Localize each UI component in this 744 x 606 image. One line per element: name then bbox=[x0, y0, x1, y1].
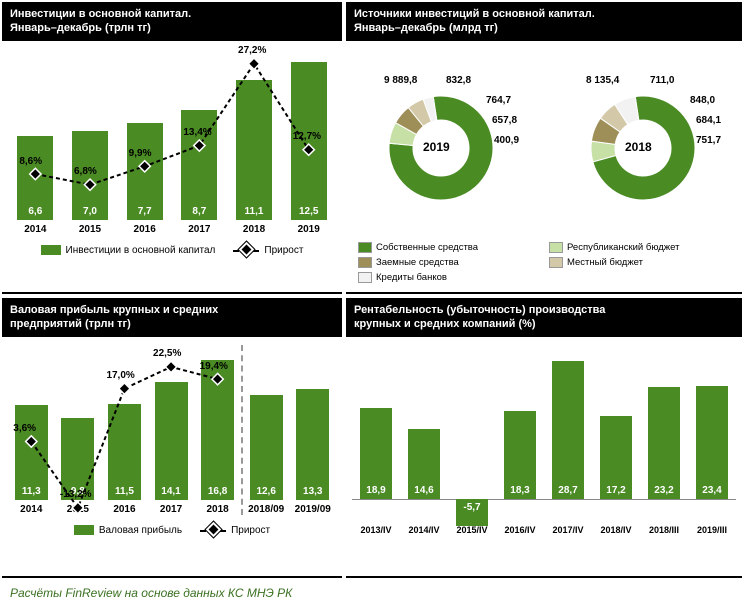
legend-item: Республиканский бюджет bbox=[549, 242, 730, 253]
legend-bar: Инвестиции в основной капитал bbox=[41, 245, 216, 256]
bar-col: 17,22018/IV bbox=[594, 355, 638, 535]
footer-credit: Расчёты FinReview на основе данных КС МН… bbox=[2, 582, 742, 604]
bar-chart: 6,620147,020157,720168,7201711,1201812,5… bbox=[8, 65, 336, 235]
panel-title: Источники инвестиций в основной капитал.… bbox=[346, 2, 742, 41]
legend-item: Заемные средства bbox=[358, 257, 539, 268]
profitability-panel: Рентабельность (убыточность) производств… bbox=[346, 298, 742, 578]
donut-legend: Собственные средства Республиканский бюдж… bbox=[352, 242, 736, 283]
donut: 8 135,4711,0848,0684,1751,72018 bbox=[558, 53, 744, 228]
panel-title: Валовая прибыль крупных и средних предпр… bbox=[2, 298, 342, 337]
bar-col: 11,52016 bbox=[103, 404, 146, 515]
bar-col: 18,32016/IV bbox=[498, 355, 542, 535]
legend-item: Местный бюджет bbox=[549, 257, 730, 268]
donut-charts: 9 889,8832,8764,7657,8400,920198 135,471… bbox=[352, 47, 736, 234]
legend-line: Прирост bbox=[233, 245, 303, 256]
bar-chart: 18,92013/IV14,62014/IV-5,72015/IV18,3201… bbox=[352, 355, 736, 535]
investment-panel: Инвестиции в основной капитал. Январь–де… bbox=[2, 2, 342, 294]
legend-bar: Валовая прибыль bbox=[74, 525, 182, 536]
bar-col: 14,62014/IV bbox=[402, 355, 446, 535]
bar-col: 14,12017 bbox=[150, 382, 193, 515]
panel-title: Инвестиции в основной капитал. Январь–де… bbox=[2, 2, 342, 41]
bar-chart: 11,320149,8201511,5201614,1201716,820181… bbox=[8, 365, 336, 515]
bar-col: 13,32019/09 bbox=[291, 389, 334, 515]
profit-panel: Валовая прибыль крупных и средних предпр… bbox=[2, 298, 342, 578]
legend-line: Прирост bbox=[200, 525, 270, 536]
bar-col: 7,72016 bbox=[119, 123, 170, 235]
bar-col: 23,22018/III bbox=[642, 355, 686, 535]
legend-item: Кредиты банков bbox=[358, 272, 539, 283]
bar-col: 7,02015 bbox=[65, 131, 116, 234]
legend-item: Собственные средства bbox=[358, 242, 539, 253]
donut: 9 889,8832,8764,7657,8400,92019 bbox=[356, 53, 546, 228]
panel-title: Рентабельность (убыточность) производств… bbox=[346, 298, 742, 337]
bar-col: 23,42019/III bbox=[690, 355, 734, 535]
bar-col: 12,62018/09 bbox=[245, 395, 288, 515]
bar-col: 12,52019 bbox=[283, 62, 334, 234]
bar-col: 16,82018 bbox=[196, 360, 239, 515]
bar-col: 11,12018 bbox=[229, 80, 280, 235]
bar-col: 18,92013/IV bbox=[354, 355, 398, 535]
bar-col: 11,32014 bbox=[10, 405, 53, 514]
bar-col: -5,72015/IV bbox=[450, 355, 494, 535]
sources-panel: Источники инвестиций в основной капитал.… bbox=[346, 2, 742, 294]
bar-col: 28,72017/IV bbox=[546, 355, 590, 535]
bar-col: 6,62014 bbox=[10, 136, 61, 234]
